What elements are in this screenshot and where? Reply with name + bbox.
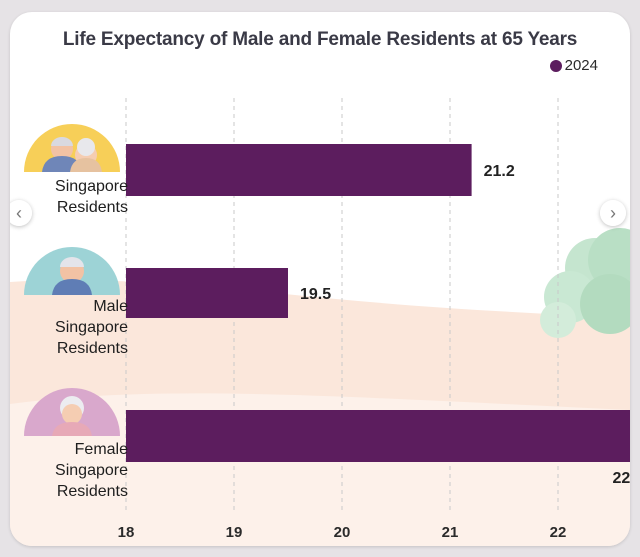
chevron-left-icon[interactable]: ‹ [10,200,32,226]
bar-value-label: 19.5 [300,286,331,303]
chevron-right-icon[interactable]: › [600,200,626,226]
category-label-male-residents: Male Singapore Residents [55,298,128,357]
x-tick-label: 22 [550,524,567,541]
legend-swatch [549,59,562,72]
bar-chart: 21.2 19.5 22.7 18 19 20 21 22 [10,98,630,546]
value-labels: 21.2 19.5 22.7 [300,163,630,487]
bar-value-label: 21.2 [484,163,515,180]
x-tick-label: 20 [334,524,351,541]
bar-0 [126,144,472,196]
elderly-couple-icon [24,124,120,172]
x-tick-label: 21 [442,524,459,541]
elderly-man-icon [24,247,120,295]
category-label-singapore-residents: Singapore Residents [55,178,128,216]
bars [126,144,630,462]
chart-title: Life Expectancy of Male and Female Resid… [62,29,578,50]
x-tick-labels: 18 19 20 21 22 [118,524,567,541]
bar-2 [126,410,630,462]
x-tick-label: 19 [226,524,243,541]
legend-label: 2024 [564,57,598,74]
x-tick-label: 18 [118,524,135,541]
category-label-female-residents: Female Singapore Residents [55,441,128,500]
bar-1 [126,268,288,318]
legend: 2024 [549,57,598,74]
elderly-woman-icon [24,388,120,436]
chart-card: 21.2 19.5 22.7 18 19 20 21 22 Life Expectancy … [10,12,630,546]
bush-illustration [540,228,630,338]
bar-value-label: 22.7 [612,470,630,487]
